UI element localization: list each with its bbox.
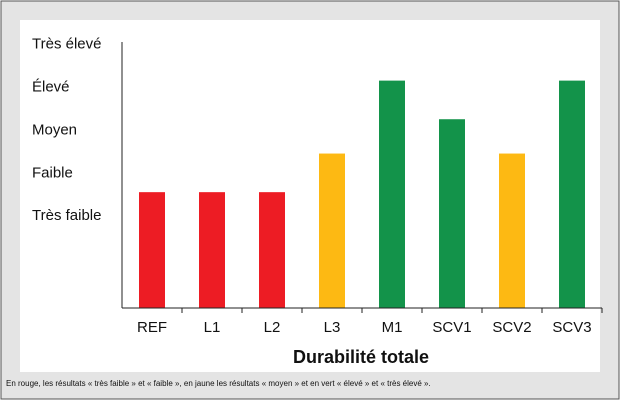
x-tick-label: L3 (324, 319, 341, 336)
bar (439, 119, 465, 309)
x-tick-label: L1 (204, 319, 221, 336)
x-tick-label: SCV1 (432, 319, 471, 336)
y-tick-label: Moyen (32, 121, 77, 138)
bar (139, 192, 165, 308)
footnote: En rouge, les résultats « très faible » … (6, 379, 431, 388)
x-tick-label: SCV2 (492, 319, 531, 336)
y-tick-label: Très élevé (32, 36, 101, 53)
x-tick-label: L2 (264, 319, 281, 336)
chart-title: Durabilité totale (293, 347, 429, 367)
bar (499, 153, 525, 308)
y-tick-label: Très faible (32, 207, 101, 224)
x-tick-label: SCV3 (552, 319, 591, 336)
bar (199, 192, 225, 308)
x-tick-label: REF (137, 319, 167, 336)
y-tick-label: Élevé (32, 78, 70, 95)
bar (259, 192, 285, 308)
bar (559, 80, 585, 308)
bar (379, 80, 405, 308)
y-tick-label: Faible (32, 164, 73, 181)
x-tick-label: M1 (382, 319, 403, 336)
bar (319, 153, 345, 308)
